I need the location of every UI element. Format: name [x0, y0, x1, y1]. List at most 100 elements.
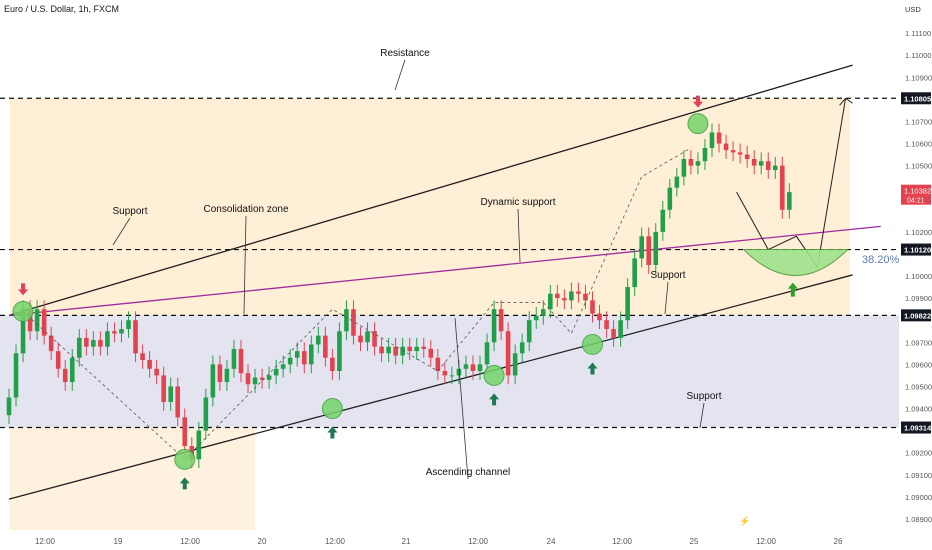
candle-body	[421, 346, 427, 349]
down-arrow-icon	[692, 95, 703, 108]
level-price-tag	[901, 421, 931, 434]
candle-body	[210, 364, 216, 398]
candle	[660, 200, 666, 241]
price-tick-label: 1.09400	[905, 405, 932, 414]
candle	[421, 337, 427, 358]
candle	[252, 368, 258, 394]
candle	[512, 344, 518, 385]
candle-body	[674, 176, 680, 188]
candle-body	[737, 152, 743, 155]
projection-arrowhead-icon	[839, 97, 853, 106]
candle-body	[780, 165, 785, 210]
candle-body	[13, 353, 19, 398]
candle-body	[48, 335, 54, 352]
candle-body	[55, 351, 61, 369]
candle	[48, 326, 54, 360]
touch-marker-1	[174, 448, 196, 470]
candle-body	[533, 315, 539, 321]
candle	[667, 178, 673, 219]
candle	[449, 366, 455, 385]
touch-marker-5	[687, 113, 709, 135]
candle-body	[308, 344, 314, 365]
candle	[351, 300, 356, 345]
candle-body	[91, 340, 96, 347]
candle	[540, 300, 546, 325]
candle-body	[62, 368, 68, 383]
time-tick-label: 12:00	[325, 537, 346, 546]
time-tick-label: 12:00	[35, 537, 56, 546]
candle-body	[301, 351, 307, 365]
lightning-icon[interactable]: ⚡	[739, 516, 751, 526]
annotation-pointer-6	[454, 317, 469, 480]
annotation-label-4: Support	[650, 270, 685, 281]
candle	[625, 278, 630, 330]
current-price-time: 04:21	[907, 198, 925, 205]
candle	[365, 322, 370, 352]
candle	[62, 359, 68, 391]
candle-body	[744, 154, 750, 159]
time-tick-label: 24	[547, 537, 556, 546]
price-tick-label: 1.10600	[905, 140, 932, 149]
candle	[484, 333, 490, 374]
candle	[519, 333, 525, 363]
candle	[119, 320, 124, 343]
candle-body	[344, 309, 349, 332]
candle-body	[112, 331, 117, 334]
current-price-tag	[901, 184, 931, 205]
candle-body	[435, 357, 441, 371]
candle	[344, 300, 349, 341]
candle-body	[772, 165, 778, 171]
candle	[161, 366, 166, 411]
candle-body	[632, 258, 637, 288]
level-price-label: 1.10805	[904, 94, 931, 103]
price-tick-label: 1.09900	[905, 294, 932, 303]
swing-zigzag	[22, 147, 692, 460]
candle-body	[161, 375, 166, 402]
candle	[140, 344, 145, 369]
price-tick-label: 1.09700	[905, 338, 932, 347]
candle-body	[505, 331, 511, 376]
candle-body	[238, 348, 244, 374]
candle-body	[562, 298, 567, 301]
candle-body	[449, 375, 455, 377]
candle-body	[695, 161, 701, 166]
candle-body	[456, 368, 462, 376]
candle	[688, 150, 694, 175]
candle	[231, 340, 237, 378]
price-tick-label: 1.09000	[905, 493, 932, 502]
candle-body	[280, 364, 286, 369]
candle-body	[765, 161, 771, 171]
price-axis-background	[899, 0, 932, 550]
candle-body	[723, 143, 729, 151]
candle-body	[119, 329, 124, 334]
candle	[84, 329, 89, 356]
price-tick-label: 1.09200	[905, 449, 932, 458]
candle	[653, 223, 659, 274]
candle-body	[245, 373, 251, 385]
candle-body	[365, 331, 370, 343]
candle-body	[681, 159, 687, 177]
candle	[646, 227, 652, 274]
candle-body	[6, 397, 12, 416]
candle	[723, 134, 729, 159]
candle-body	[231, 348, 237, 369]
candle	[6, 388, 12, 424]
candle-body	[196, 430, 202, 460]
price-tick-label: 1.10000	[905, 272, 932, 281]
candle-body	[660, 209, 666, 232]
price-tick-label: 1.11000	[905, 51, 932, 60]
annotation-label-0: Resistance	[380, 48, 430, 59]
candle-body	[154, 368, 159, 376]
candle	[133, 311, 138, 363]
candle	[105, 322, 110, 356]
candle-body	[126, 320, 131, 330]
candle	[758, 152, 764, 175]
candle-body	[716, 132, 722, 144]
price-tick-label: 1.09500	[905, 382, 932, 391]
candle	[126, 311, 131, 338]
candle-body	[217, 364, 223, 383]
candle	[210, 355, 216, 407]
candle-body	[175, 386, 181, 418]
candle-body	[526, 320, 532, 343]
